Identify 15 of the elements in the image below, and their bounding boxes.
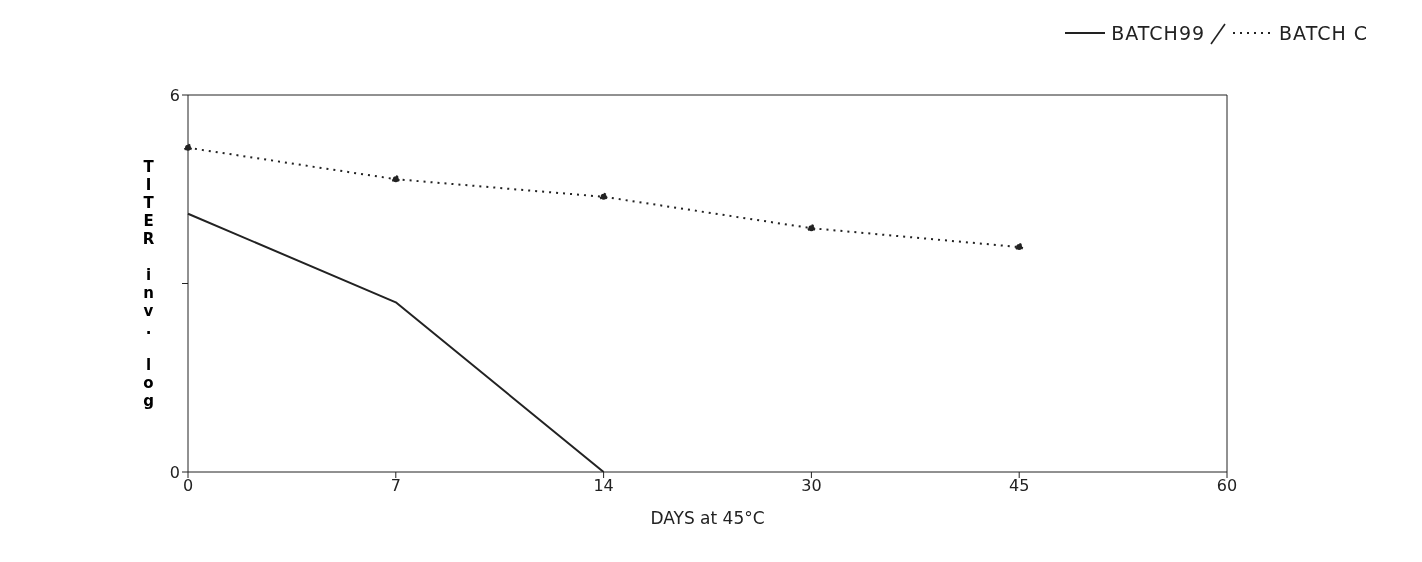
point [807, 224, 816, 233]
point [391, 175, 400, 184]
legend-label: BATCH99 [1111, 22, 1206, 44]
x-tick-label: 60 [1216, 476, 1238, 496]
x-tick-label: 14 [593, 476, 614, 496]
point [599, 192, 608, 201]
point [184, 143, 192, 152]
y-axis-title: TITER inv. log [139, 157, 158, 410]
y-tick-label: 6 [169, 85, 180, 105]
x-axis-title: DAYS at 45°C [650, 508, 765, 528]
x-tick-label: 45 [1009, 476, 1030, 496]
x-tick-label: 7 [390, 476, 401, 496]
legend-label: BATCH C [1279, 22, 1368, 44]
x-tick-label: 0 [182, 476, 194, 496]
x-tick-label: 30 [801, 476, 822, 496]
